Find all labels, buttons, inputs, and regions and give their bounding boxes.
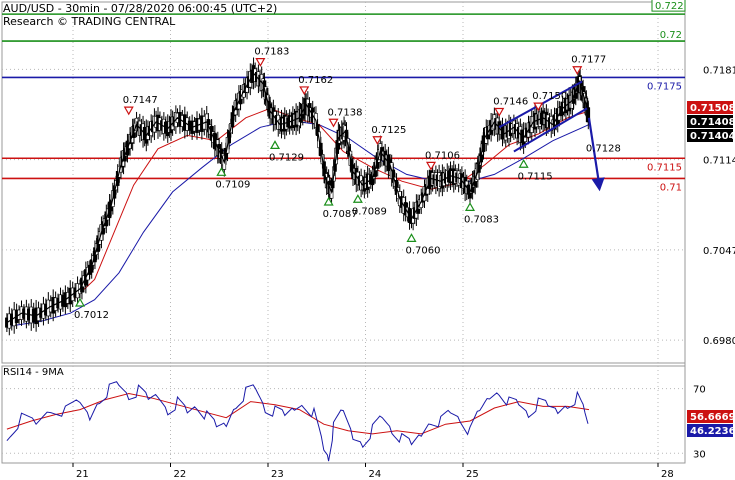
price-axis-tick-0.6980: 0.6980 <box>703 336 735 347</box>
x-axis-tick-22: 22 <box>174 469 187 480</box>
swing-low-marker <box>406 233 417 242</box>
swing-high-label-0.7162: 0.7162 <box>298 75 333 86</box>
x-axis-tick-21: 21 <box>76 469 89 480</box>
chart-source: Research © TRADING CENTRAL <box>3 15 176 28</box>
level-label-0.722: 0.722 <box>655 1 684 12</box>
swing-low-marker <box>269 140 281 149</box>
level-label-0.71: 0.71 <box>660 182 682 193</box>
swing-high-label-0.7125: 0.7125 <box>371 125 406 136</box>
swing-low-label-0.7060: 0.7060 <box>406 245 441 256</box>
swing-high-label-0.7183: 0.7183 <box>254 47 289 58</box>
price-axis-tick-0.7047: 0.7047 <box>703 246 735 257</box>
swing-low-label-0.7089: 0.7089 <box>352 206 387 217</box>
level-label-0.7175: 0.7175 <box>647 81 682 92</box>
level-tag-box <box>651 0 686 12</box>
swing-high-marker <box>328 118 339 128</box>
swing-high-marker <box>425 161 437 171</box>
swing-high-label-0.7106: 0.7106 <box>425 150 460 161</box>
swing-low-label-0.7083: 0.7083 <box>464 214 499 225</box>
swing-high-marker <box>372 136 383 145</box>
swing-low-marker <box>323 196 334 206</box>
price-tag-box <box>687 101 733 114</box>
swing-high-label-0.7150: 0.7150 <box>532 91 567 102</box>
price-axis-tick-0.7181: 0.7181 <box>703 65 735 76</box>
swing-low-marker <box>518 159 529 168</box>
swing-low-label-0.7129: 0.7129 <box>269 152 304 163</box>
swing-high-label-0.7138: 0.7138 <box>328 107 363 118</box>
target-label-0.7128: 0.7128 <box>586 144 621 155</box>
chart-title: AUD/USD - 30min - 07/28/2020 06:00:45 (U… <box>3 2 278 15</box>
forecast-arrow-shaft <box>587 117 600 182</box>
level-label-0.7115: 0.7115 <box>647 162 682 173</box>
forecast-arrow-head <box>591 177 605 192</box>
rsi-tag-56.6669: 56.6669 <box>690 412 735 423</box>
swing-high-marker <box>494 107 505 117</box>
x-axis-tick-28: 28 <box>661 469 674 480</box>
level-label-0.72: 0.72 <box>660 30 682 41</box>
rsi-tag-46.2236: 46.2236 <box>690 426 735 437</box>
swing-low-marker <box>464 202 476 211</box>
swing-low-label-0.7109: 0.7109 <box>215 179 250 190</box>
swing-low-marker <box>74 297 86 307</box>
rsi-panel <box>1 365 686 464</box>
price-tag-box <box>687 129 733 142</box>
swing-high-marker <box>255 58 266 67</box>
swing-high-marker <box>123 106 134 116</box>
price-tag-box <box>687 115 733 128</box>
rsi-tag-box <box>687 424 733 437</box>
price-tag-0.71404: 0.71404 <box>690 131 735 142</box>
price-line <box>6 72 590 324</box>
price-tag-0.71408: 0.71408 <box>690 117 735 128</box>
swing-high-marker <box>572 66 583 75</box>
swing-low-marker <box>216 167 227 176</box>
x-axis-tick-23: 23 <box>271 469 284 480</box>
rsi-line <box>6 381 589 462</box>
rsi-title: RSI14 - 9MA <box>3 367 64 378</box>
rsi-axis-tick-30: 30 <box>693 449 706 460</box>
rsi-axis-tick-70: 70 <box>693 385 706 396</box>
swing-low-label-0.7012: 0.7012 <box>74 310 109 321</box>
swing-high-marker <box>533 102 544 112</box>
swing-low-marker <box>352 194 363 203</box>
swing-high-label-0.7177: 0.7177 <box>571 55 606 66</box>
price-tag-0.71508: 0.71508 <box>690 103 735 114</box>
channel-lower-line <box>513 107 588 153</box>
swing-high-marker <box>299 86 310 96</box>
x-axis-tick-25: 25 <box>466 469 479 480</box>
rsi-tag-box <box>687 410 733 423</box>
swing-high-label-0.7147: 0.7147 <box>123 95 158 106</box>
swing-high-label-0.7146: 0.7146 <box>493 96 528 107</box>
swing-low-label-0.7087: 0.7087 <box>323 209 358 220</box>
swing-low-label-0.7115: 0.7115 <box>518 171 553 182</box>
x-axis-tick-24: 24 <box>369 469 382 480</box>
price-axis-tick-0.7114: 0.7114 <box>703 156 735 167</box>
